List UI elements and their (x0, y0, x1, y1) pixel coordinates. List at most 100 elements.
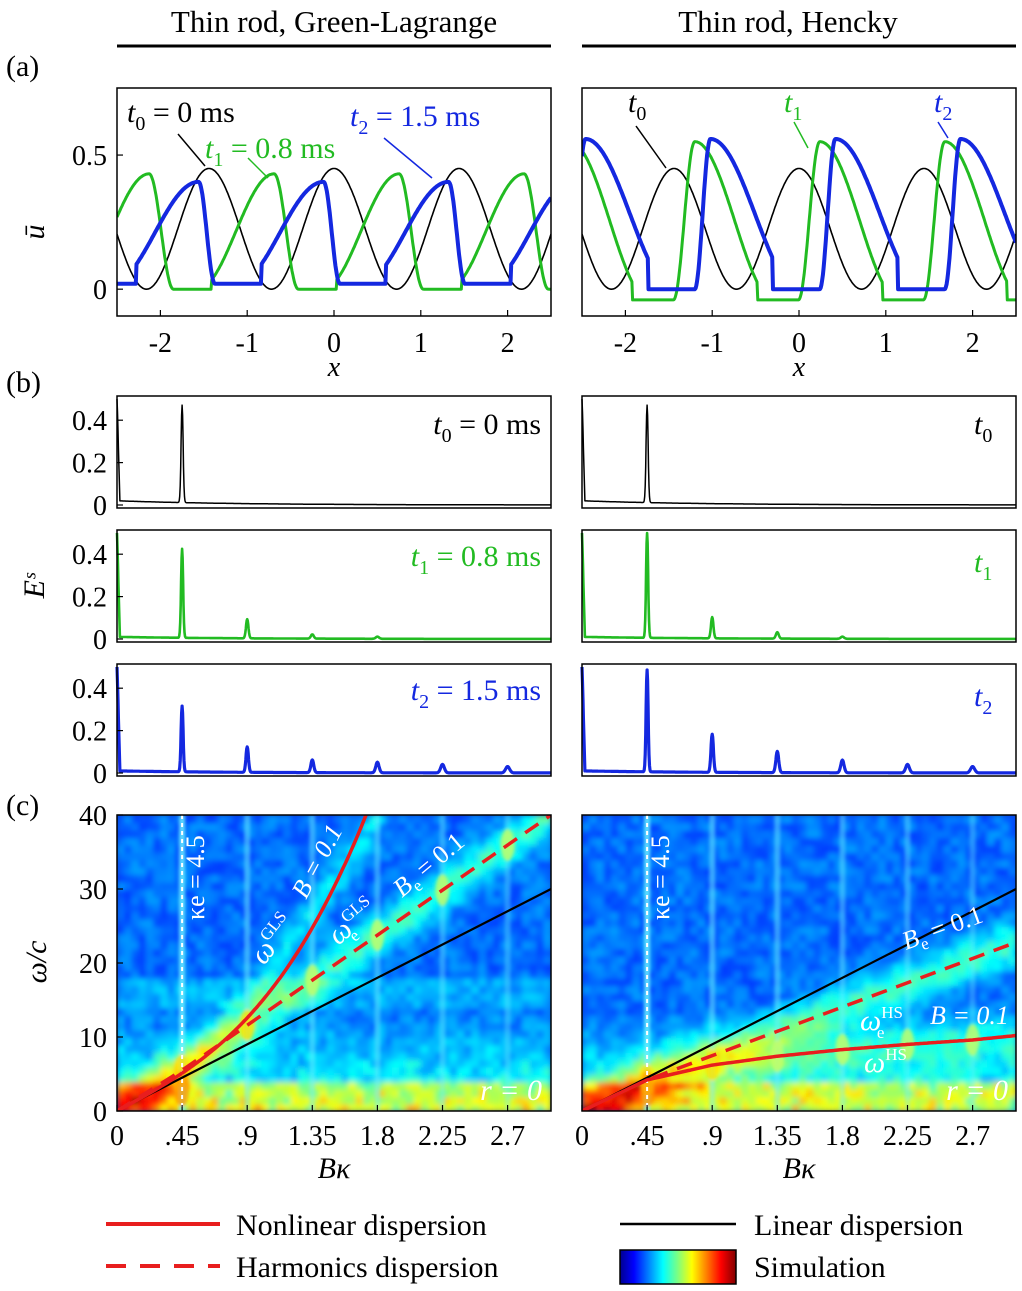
heatmap-cell (726, 1081, 735, 1090)
heatmap-cell (921, 837, 931, 846)
heatmap-cell (770, 815, 779, 824)
heatmap-cell (268, 903, 278, 913)
heatmap-cell (806, 859, 815, 868)
heatmap-cell (211, 1103, 220, 1111)
heatmap-cell (676, 1059, 685, 1068)
heatmap-cell (632, 844, 641, 853)
heatmap-cell (153, 955, 162, 964)
heatmap-cell (618, 1051, 627, 1061)
heatmap-cell (211, 874, 220, 883)
heatmap-cell (610, 970, 620, 979)
heatmap-cell (813, 815, 822, 824)
heatmap-cell (589, 1037, 598, 1046)
heatmap-cell (929, 985, 938, 994)
heatmap-cell (290, 881, 299, 890)
heatmap-cell (835, 1007, 844, 1016)
leader-a-right-t1 (793, 121, 809, 149)
heatmap-cell (355, 1074, 364, 1083)
heatmap-cell (994, 822, 1003, 831)
heatmap-cell (799, 1103, 808, 1111)
heatmap-cell (218, 1022, 227, 1031)
heatmap-cell (254, 1103, 263, 1111)
heatmap-cell (117, 1014, 126, 1024)
heatmap-cell (218, 844, 227, 853)
heatmap-cell (485, 1037, 495, 1046)
heatmap-cell (900, 926, 909, 935)
heatmap-cell (929, 1059, 938, 1068)
heatmap-cell (370, 992, 379, 1001)
heatmap-cell (478, 1081, 487, 1090)
heatmap-cell (762, 881, 772, 890)
heatmap-cell (668, 829, 678, 839)
heatmap-cell (632, 933, 641, 942)
heatmap-cell (319, 1081, 328, 1090)
heatmap-cell (305, 933, 314, 942)
heatmap-cell (117, 1029, 126, 1038)
heatmap-cell (683, 903, 692, 913)
heatmap-cell (994, 1044, 1003, 1053)
heatmap-cell (683, 1096, 692, 1105)
heatmap-cell (239, 992, 249, 1001)
heatmap-cell (254, 1022, 263, 1031)
heatmap-cell (456, 866, 466, 876)
heatmap-cell (849, 948, 858, 957)
heatmap-cell (247, 963, 256, 972)
heatmap-cell (420, 815, 430, 824)
heatmap-cell (254, 815, 263, 824)
heatmap-cell (160, 1029, 169, 1038)
heatmap-cell (261, 903, 270, 913)
heatmap-cell (442, 955, 451, 964)
heatmap-cell (929, 1096, 938, 1105)
heatmap-cell (647, 852, 656, 861)
heatmap-cell (174, 963, 184, 972)
heatmap-cell (283, 1000, 292, 1009)
heatmap-cell (936, 1007, 945, 1016)
heatmap-cell (690, 881, 699, 890)
heatmap-cell (117, 896, 126, 905)
heatmap-cell (239, 1037, 249, 1046)
heatmap-cell (813, 1007, 822, 1016)
heatmap-cell (849, 1059, 858, 1068)
heatmap-cell (406, 829, 415, 839)
heatmap-cell (160, 1007, 169, 1016)
heatmap-cell (929, 977, 938, 987)
heatmap-cell (690, 955, 699, 964)
heatmap-cell (690, 963, 699, 972)
heatmap-cell (639, 977, 649, 987)
heatmap-cell (647, 963, 656, 972)
heatmap-cell (124, 852, 133, 861)
heatmap-cell (514, 837, 524, 846)
heatmap-cell (878, 1096, 887, 1105)
heatmap-cell (225, 970, 234, 979)
heatmap-cell (827, 1022, 837, 1031)
heatmap-cell (377, 859, 386, 868)
heatmap-cell (748, 903, 757, 913)
heatmap-cell (972, 1081, 981, 1090)
heatmap-cell (806, 963, 815, 972)
heatmap-cell (683, 1103, 692, 1111)
heatmap-cell (428, 866, 437, 876)
heatmap-cell (478, 829, 487, 839)
heatmap-cell (965, 1014, 974, 1024)
heatmap-cell (406, 918, 415, 927)
heatmap-cell (603, 940, 612, 950)
heatmap-cell (297, 822, 307, 831)
heatmap-cell (464, 1007, 473, 1016)
heatmap-cell (741, 866, 750, 876)
heatmap-cell (543, 1074, 551, 1083)
heatmap-cell (791, 1044, 800, 1053)
heatmap-cell (268, 852, 278, 861)
heatmap-cell (268, 866, 278, 876)
heatmap-cell (247, 852, 256, 861)
heatmap-cell (849, 918, 858, 927)
heatmap-cell (683, 1029, 692, 1038)
heatmap-cell (341, 1088, 350, 1098)
heatmap-cell (712, 837, 721, 846)
heatmap-cell (719, 1007, 728, 1016)
heatmap-cell (131, 1014, 140, 1024)
heatmap-cell (777, 955, 786, 964)
heatmap-cell (618, 911, 627, 920)
heatmap-cell (203, 1022, 213, 1031)
ytick-label-c-left-3: 30 (79, 875, 107, 906)
heatmap-cell (276, 1103, 285, 1111)
